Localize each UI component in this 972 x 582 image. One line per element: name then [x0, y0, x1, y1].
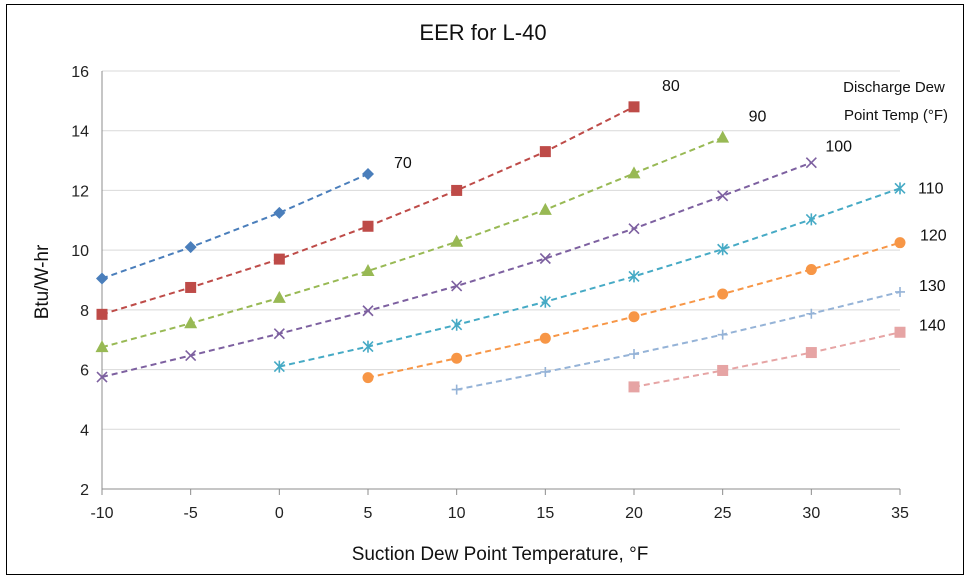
x-axis-title: Suction Dew Point Temperature, °F [352, 544, 649, 565]
data-point-120 [717, 288, 729, 300]
legend-title-line-1: Discharge Dew [843, 79, 945, 96]
data-point-140 [894, 326, 906, 338]
series-line-130 [456, 290, 901, 391]
series-label-90: 90 [749, 109, 767, 126]
data-point-80 [628, 101, 640, 113]
x-tick-label: 0 [275, 505, 284, 522]
series-line-100 [101, 161, 812, 378]
y-tick-label: 16 [71, 64, 89, 81]
data-point-140 [717, 364, 729, 376]
data-point-110 [273, 360, 285, 373]
y-tick-label: 6 [80, 363, 89, 380]
data-point-100 [96, 371, 108, 383]
data-point-110 [451, 318, 463, 331]
series-label-110: 110 [918, 180, 944, 197]
y-tick-label: 12 [71, 183, 89, 200]
series-layer [95, 101, 906, 395]
data-point-130 [629, 349, 639, 360]
data-point-90 [184, 316, 198, 329]
data-point-140 [628, 381, 640, 393]
grid-layer [102, 70, 900, 490]
data-point-100 [273, 328, 285, 340]
data-point-130 [540, 366, 551, 377]
axis-layer: 2 4 6 8 10 12 14 16 -10 -5 0 5 10 15 20 25 30 35 [71, 64, 909, 522]
data-point-110 [362, 340, 374, 353]
data-point-110 [805, 213, 817, 226]
x-tick-label: 15 [536, 505, 554, 522]
data-point-140 [805, 347, 817, 359]
y-tick-label: 14 [71, 124, 89, 141]
data-point-110 [628, 270, 640, 283]
data-point-100 [185, 349, 197, 362]
series-label-80: 80 [662, 78, 680, 95]
data-point-130 [895, 286, 905, 297]
data-point-90 [272, 290, 286, 303]
data-point-90 [95, 340, 109, 353]
data-point-70 [96, 272, 108, 285]
y-axis-title: Btu/W-hr [32, 244, 53, 319]
data-point-130 [451, 384, 462, 395]
data-point-80 [96, 308, 108, 320]
x-tick-label: -10 [90, 505, 113, 522]
data-point-90 [716, 130, 730, 143]
y-tick-label: 2 [80, 482, 89, 499]
series-label-140: 140 [919, 317, 946, 334]
data-point-80 [185, 281, 197, 293]
data-point-120 [362, 372, 374, 384]
data-point-110 [717, 243, 729, 256]
x-tick-label: 30 [802, 505, 820, 522]
data-point-120 [894, 237, 906, 249]
series-label-120: 120 [920, 228, 947, 245]
series-label-100: 100 [825, 139, 852, 156]
data-point-130 [717, 329, 728, 340]
y-tick-label: 8 [80, 303, 89, 320]
data-point-120 [628, 311, 640, 323]
data-point-80 [451, 184, 463, 196]
series-label-130: 130 [919, 278, 946, 295]
data-point-100 [362, 305, 374, 317]
data-point-100 [451, 280, 463, 292]
chart-frame [6, 4, 964, 575]
y-tick-label: 10 [71, 243, 89, 260]
data-point-100 [805, 157, 817, 169]
x-tick-label: -5 [184, 505, 198, 522]
x-tick-label: 25 [714, 505, 732, 522]
data-point-70 [273, 206, 286, 219]
x-tick-label: 10 [448, 505, 466, 522]
x-tick-label: 5 [364, 505, 373, 522]
data-point-130 [806, 308, 817, 319]
x-tick-label: 20 [625, 505, 643, 522]
data-point-120 [539, 332, 551, 344]
series-line-70 [101, 173, 369, 280]
data-point-80 [362, 220, 374, 232]
data-point-90 [538, 202, 552, 215]
y-tick-label: 4 [80, 422, 89, 439]
chart-title: EER for L-40 [419, 20, 546, 45]
data-point-70 [362, 168, 374, 181]
data-point-100 [628, 223, 640, 235]
data-point-80 [539, 146, 551, 158]
data-point-100 [539, 252, 551, 265]
data-point-110 [539, 295, 551, 308]
data-point-110 [894, 182, 906, 195]
series-line-80 [101, 105, 635, 316]
series-line-140 [633, 331, 901, 388]
legend-title-line-2: Point Temp (°F) [844, 107, 948, 124]
data-point-90 [361, 264, 375, 277]
data-point-90 [450, 234, 464, 247]
series-line-90 [101, 136, 724, 349]
data-point-90 [627, 166, 641, 179]
data-point-80 [273, 253, 285, 265]
data-point-100 [717, 190, 729, 202]
label-layer: 70 80 90 100 110 120 130 140 [394, 78, 947, 334]
series-label-70: 70 [394, 155, 412, 172]
data-point-120 [805, 264, 817, 276]
data-point-70 [184, 241, 197, 254]
data-point-120 [451, 352, 463, 364]
x-tick-label: 35 [891, 505, 909, 522]
